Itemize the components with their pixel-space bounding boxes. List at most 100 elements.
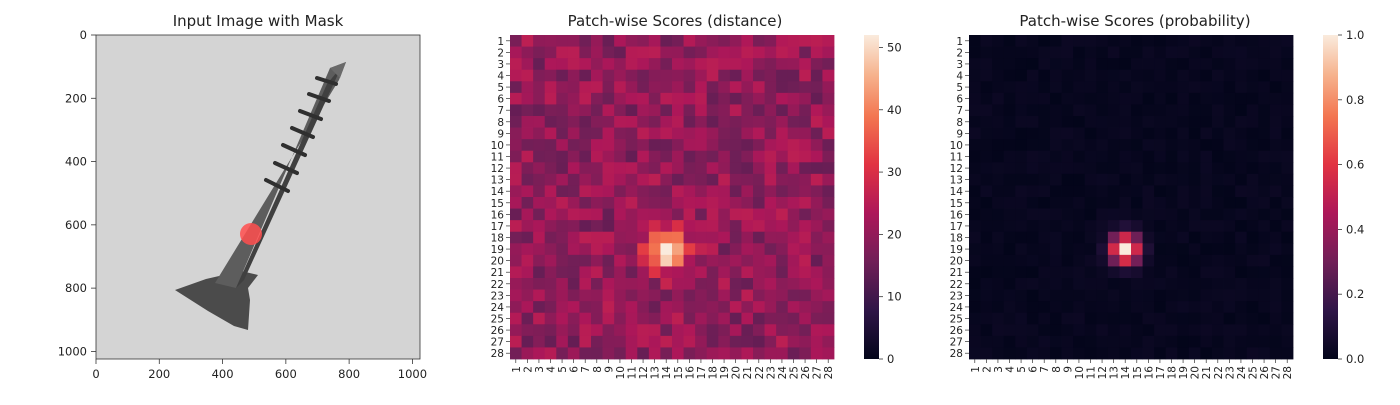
heatmap-cell <box>637 324 650 337</box>
heatmap-cell <box>510 162 522 175</box>
heatmap-cell <box>625 266 638 279</box>
heatmap-cell <box>614 81 627 94</box>
heatmap-cell <box>753 92 765 105</box>
heatmap-cell <box>591 278 603 290</box>
heatmap-cell <box>1212 266 1224 279</box>
heatmap-cell <box>787 116 800 128</box>
heatmap-cell <box>591 301 603 314</box>
heatmap-cell <box>718 231 731 244</box>
y-tick-label: 3 <box>956 59 963 71</box>
heatmap-cell <box>776 127 789 140</box>
heatmap-cell <box>1084 69 1097 82</box>
heatmap-cell <box>1154 231 1167 244</box>
heatmap-cell <box>1165 254 1178 267</box>
heatmap-cell <box>1223 347 1236 360</box>
heatmap-cell <box>660 278 673 290</box>
heatmap-cell <box>544 254 557 267</box>
heatmap-cell <box>1061 278 1074 290</box>
heatmap-cell <box>1107 139 1120 152</box>
heatmap-cell <box>556 58 569 71</box>
heatmap-cell <box>1061 243 1074 256</box>
heatmap-cell <box>1188 81 1201 94</box>
heatmap-cell <box>1096 150 1109 163</box>
heatmap-cell <box>614 278 627 290</box>
heatmap-cell <box>591 81 603 94</box>
heatmap-cell <box>579 58 592 71</box>
heatmap-cell <box>1235 243 1248 256</box>
heatmap-cell <box>579 69 592 82</box>
x-tick-label: 4 <box>546 366 558 373</box>
heatmap-cell <box>648 162 661 175</box>
heatmap-cell <box>533 116 546 128</box>
x-tick-label: 14 <box>1120 366 1132 380</box>
x-tick-label: 25 <box>789 366 801 379</box>
heatmap-cell <box>1165 81 1178 94</box>
heatmap-cell <box>1281 150 1294 163</box>
heatmap-cell <box>1188 197 1201 209</box>
heatmap-cell <box>672 116 684 128</box>
heatmap-cell <box>1258 46 1271 59</box>
heatmap-cell <box>1015 35 1028 47</box>
heatmap-cell <box>753 231 765 244</box>
heatmap-cell <box>980 92 993 105</box>
heatmap-cell <box>544 173 557 186</box>
heatmap-cell <box>510 208 522 221</box>
heatmap-cell <box>591 254 603 267</box>
heatmap-cell <box>1119 254 1132 267</box>
heatmap-cell <box>1200 335 1213 348</box>
heatmap-cell <box>1200 347 1213 360</box>
heatmap-cell <box>822 104 835 117</box>
heatmap-cell <box>579 104 592 117</box>
heatmap-cell <box>614 173 627 186</box>
heatmap-cell <box>648 35 661 47</box>
heatmap-cell <box>1269 197 1282 209</box>
heatmap-cell <box>992 162 1005 175</box>
heatmap-cell <box>822 208 835 221</box>
heatmap-cell <box>1050 69 1062 82</box>
heatmap-cell <box>1212 254 1224 267</box>
heatmap-cell <box>992 69 1005 82</box>
heatmap-probability: 1122334455667788991010111112121313141415… <box>950 35 1294 380</box>
x-tick-label: 25 <box>1248 366 1260 379</box>
heatmap-cell <box>1281 81 1294 94</box>
heatmap-cell <box>1107 335 1120 348</box>
heatmap-cell <box>1235 185 1248 198</box>
heatmap-cell <box>544 104 557 117</box>
heatmap-cell <box>1154 208 1167 221</box>
heatmap-cell <box>1269 81 1282 94</box>
heatmap-cell <box>969 243 981 256</box>
heatmap-cell <box>567 116 580 128</box>
heatmap-cell <box>741 162 754 175</box>
heatmap-cell <box>567 243 580 256</box>
heatmap-cell <box>729 173 742 186</box>
heatmap-cell <box>660 46 673 59</box>
heatmap-cell <box>718 220 731 233</box>
y-tick-label: 26 <box>950 325 964 337</box>
heatmap-cell <box>764 301 777 314</box>
heatmap-cell <box>637 208 650 221</box>
heatmap-cell <box>614 127 627 140</box>
x-tick-label: 14 <box>661 366 673 380</box>
x-tick-label: 6 <box>569 366 581 373</box>
heatmap-cell <box>683 324 696 337</box>
heatmap-cell <box>980 243 993 256</box>
heatmap-cell <box>614 335 627 348</box>
heatmap-cell <box>1188 347 1201 360</box>
heatmap-cell <box>1038 150 1051 163</box>
heatmap-cell <box>695 301 708 314</box>
heatmap-cell <box>992 116 1005 128</box>
heatmap-cell <box>567 162 580 175</box>
heatmap-cell <box>1212 347 1224 360</box>
heatmap-cell <box>660 335 673 348</box>
heatmap-cell <box>1026 92 1039 105</box>
heatmap-cell <box>1073 46 1086 59</box>
heatmap-cell <box>625 347 638 360</box>
heatmap-cell <box>1165 208 1178 221</box>
heatmap-cell <box>718 127 731 140</box>
heatmap-cell <box>706 347 719 360</box>
heatmap-cell <box>660 173 673 186</box>
y-tick-label: 22 <box>491 279 504 291</box>
heatmap-cell <box>799 231 812 244</box>
heatmap-cell <box>1177 266 1190 279</box>
heatmap-cell <box>625 127 638 140</box>
